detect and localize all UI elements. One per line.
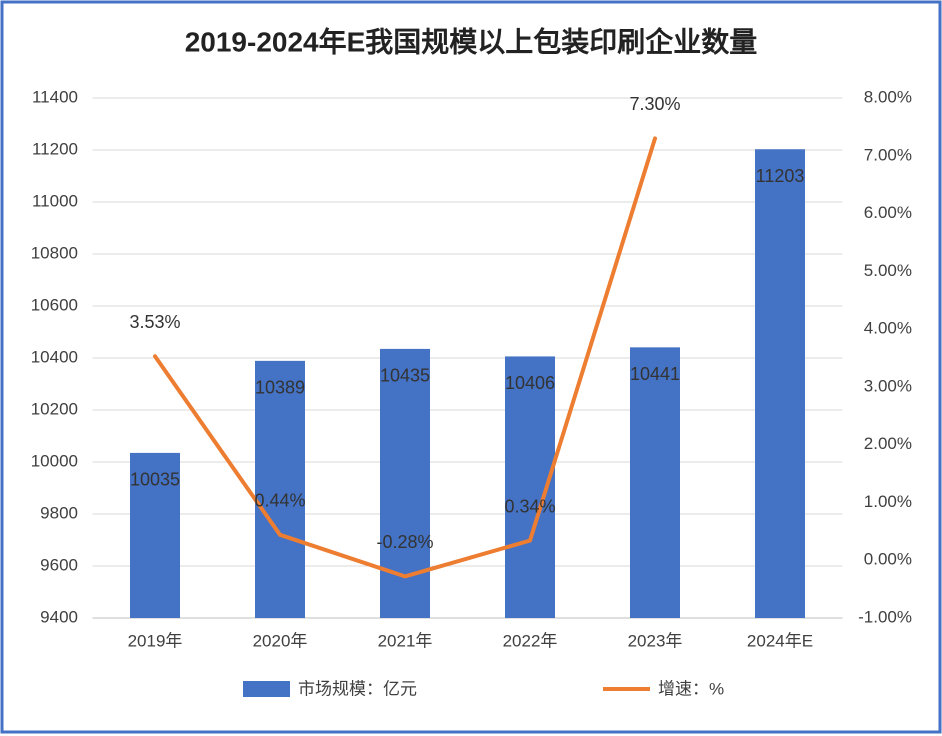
bar [755,149,805,618]
y2-tick-label: 7.00% [864,145,912,164]
x-tick-label: 2023年 [628,631,683,650]
chart-title: 2019-2024年E我国规模以上包装印刷企业数量 [185,25,758,57]
y2-tick-label: 4.00% [864,319,912,338]
x-tick-label: 2019年 [128,631,183,650]
y2-tick-label: 0.00% [864,550,912,569]
y-tick-label: 11000 [32,191,78,210]
x-tick-label: 2021年 [378,631,433,650]
legend-label: 增速：% [658,679,724,698]
y-tick-label: 10000 [31,451,78,470]
data-label: 0.34% [504,496,555,516]
y-tick-label: 9400 [40,607,78,626]
x-tick-label: 2022年 [503,631,558,650]
data-label: 11203 [756,166,805,186]
y2-tick-label: 3.00% [864,376,912,395]
line [153,136,657,579]
bar [130,452,180,618]
data-label: -0.28% [376,532,433,552]
bar [255,360,305,618]
data-label: 10389 [255,378,305,398]
data-label: 0.44% [254,491,305,511]
legend-swatch [243,681,290,697]
x-tick-label: 2024年E [747,631,813,650]
y-tick-label: 9600 [40,555,78,574]
y2-tick-label: 5.00% [864,261,912,280]
bar [630,347,680,618]
y2-tick-label: 8.00% [864,87,912,106]
y-tick-label: 10400 [31,347,78,366]
y-tick-label: 10600 [31,295,78,314]
y2-tick-label: -1.00% [858,607,912,626]
y-tick-label: 9800 [40,503,78,522]
y2-tick-label: 6.00% [864,203,912,222]
data-label: 10441 [630,364,680,384]
y-tick-label: 11400 [32,87,78,106]
y-tick-label: 10800 [31,243,78,262]
y2-tick-label: 1.00% [864,492,912,511]
data-label: 10406 [505,373,555,393]
data-label: 10035 [130,470,180,490]
data-label: 3.53% [129,312,180,332]
y-tick-label: 11200 [32,139,78,158]
data-label: 7.30% [629,94,680,114]
y2-tick-label: 2.00% [864,434,912,453]
x-tick-label: 2020年 [253,631,308,650]
legend-label: 市场规模：亿元 [298,679,417,698]
data-label: 10435 [380,366,430,386]
y-tick-label: 10200 [31,399,78,418]
